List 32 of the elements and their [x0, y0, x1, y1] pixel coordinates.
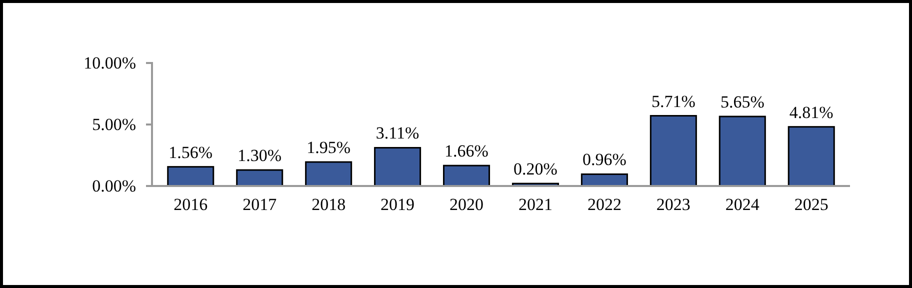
data-label: 0.96%: [582, 150, 626, 170]
x-tick-label: 2018: [312, 195, 346, 214]
x-tick-label: 2024: [725, 195, 760, 214]
data-label: 1.56%: [168, 142, 213, 162]
bar: [305, 161, 352, 187]
y-tick-label: 5.00%: [92, 114, 136, 134]
x-tick-label: 2025: [794, 195, 828, 214]
y-tick-label: 10.00%: [84, 53, 136, 72]
data-label: 1.95%: [306, 138, 351, 158]
data-label: 5.71%: [651, 92, 696, 111]
bar: [236, 169, 284, 187]
data-label: 1.30%: [238, 146, 282, 166]
x-tick-label: 2017: [242, 195, 278, 214]
bar: [443, 164, 490, 187]
x-tick-label: 2020: [450, 195, 484, 214]
x-tick-label: 2023: [656, 195, 690, 214]
x-tick-label: 2022: [587, 195, 622, 214]
bar: [580, 173, 628, 187]
bar: [788, 126, 835, 187]
bar: [374, 146, 422, 187]
x-tick-label: 2019: [380, 195, 415, 214]
bar: [718, 116, 766, 187]
y-tick-label: 0.00%: [92, 176, 136, 196]
data-label: 1.66%: [444, 142, 488, 161]
bar: [650, 115, 697, 187]
x-tick-label: 2016: [174, 195, 208, 214]
data-label: 3.11%: [376, 124, 420, 143]
data-label: 5.65%: [720, 92, 764, 112]
data-label: 0.20%: [514, 160, 558, 179]
bar: [167, 166, 214, 187]
x-tick-label: 2021: [518, 195, 552, 214]
data-label: 4.81%: [789, 102, 834, 122]
